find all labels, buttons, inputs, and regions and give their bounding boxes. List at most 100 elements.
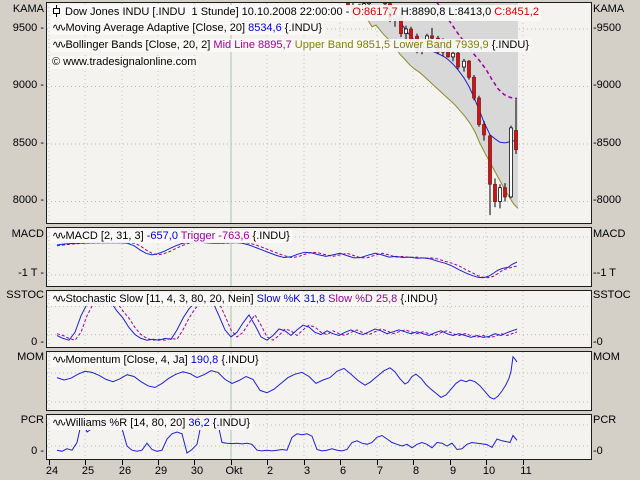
bollinger-header-row[interactable]: Bollinger Bands [Close, 20, 2] Mid Line … bbox=[50, 39, 531, 52]
date-label: 29 bbox=[154, 465, 168, 477]
date-tick bbox=[194, 460, 195, 465]
date-label: 30 bbox=[190, 465, 204, 477]
axis-label: PCR bbox=[593, 414, 617, 426]
ma-suffix: {.INDU} bbox=[281, 22, 323, 34]
macd-suffix: {.INDU} bbox=[249, 230, 290, 242]
date-label: 3 bbox=[303, 465, 311, 477]
date-tick bbox=[231, 460, 232, 465]
wave-icon bbox=[52, 293, 62, 306]
axis-label: PCR bbox=[20, 414, 44, 426]
wave-icon bbox=[52, 417, 62, 430]
date-label: 7 bbox=[376, 465, 384, 477]
date-label: 2 bbox=[266, 465, 274, 477]
date-tick bbox=[122, 460, 123, 465]
axis-label: 0 - bbox=[31, 336, 44, 348]
wave-icon bbox=[52, 354, 62, 367]
date-tick bbox=[85, 460, 86, 465]
pcr-plot bbox=[47, 415, 591, 459]
date-tick bbox=[158, 460, 159, 465]
axis-label: MOM bbox=[593, 351, 620, 363]
ma-value: 8534,6 bbox=[248, 22, 282, 34]
macd-label: MACD [2, 31, 3] bbox=[65, 230, 147, 242]
date-tick bbox=[523, 460, 524, 465]
date-tick bbox=[340, 460, 341, 465]
axis-label: -0 bbox=[593, 336, 603, 348]
date-tick bbox=[413, 460, 414, 465]
date-label: 25 bbox=[81, 465, 95, 477]
stochastic-header-row[interactable]: Stochastic Slow [11, 4, 3, 80, 20, Nein]… bbox=[50, 293, 440, 306]
date-label: 6 bbox=[339, 465, 347, 477]
macd-trigger-value: Trigger -763,6 bbox=[177, 230, 250, 242]
axis-label: 8000 - bbox=[12, 194, 44, 206]
date-tick bbox=[49, 460, 50, 465]
williams-r-suffix: {.INDU} bbox=[209, 417, 251, 429]
axis-label: 8500 - bbox=[12, 137, 44, 149]
wave-icon bbox=[52, 39, 62, 52]
high-low-values: H:8890,8 L:8413,0 bbox=[397, 6, 495, 18]
sstoc-plot bbox=[47, 291, 591, 347]
axis-label: 0 - bbox=[31, 445, 44, 457]
date-tick bbox=[450, 460, 451, 465]
momentum-header-row[interactable]: Momentum [Close, 4, Ja] 190,8 {.INDU} bbox=[50, 354, 261, 367]
close-value: C:8451,2 bbox=[494, 6, 539, 18]
right-axis-labels: KAMA -9500 -9000 -8500 -8000 MACD --1 T SSTOC -0… bbox=[593, 0, 640, 480]
axis-label: MACD bbox=[593, 228, 626, 240]
mom-plot bbox=[47, 352, 591, 410]
date-label: 11 bbox=[520, 465, 532, 477]
copyright-text: © www.tradesignalonline.com bbox=[52, 56, 197, 68]
macd-value: -657,0 bbox=[146, 230, 178, 242]
williams-r-value: 36,2 bbox=[188, 417, 210, 429]
macd-plot bbox=[47, 228, 591, 286]
date-tick bbox=[486, 460, 487, 465]
bb-label: Bollinger Bands [Close, 20, 2] bbox=[65, 39, 214, 51]
axis-label: SSTOC bbox=[593, 289, 631, 301]
axis-label: SSTOC bbox=[6, 289, 44, 301]
bb-mid-value: Mid Line 8895,7 bbox=[213, 39, 292, 51]
open-value: O:8617,7 bbox=[352, 6, 398, 18]
macd-header-row[interactable]: MACD [2, 31, 3] -657,0 Trigger -763,6 {.… bbox=[50, 230, 292, 243]
instrument-header-row[interactable]: Dow Jones INDU [.INDU 1 Stunde] 10.10.20… bbox=[50, 5, 541, 21]
axis-label: 9500 - bbox=[12, 22, 44, 34]
ma-adaptive-header-row[interactable]: Moving Average Adaptive [Close, 20] 8534… bbox=[50, 22, 325, 35]
slow-k-value: Slow %K 31,8 bbox=[256, 293, 326, 305]
stochastic-suffix: {.INDU} bbox=[397, 293, 438, 305]
date-label: Okt bbox=[225, 465, 243, 477]
date-tick bbox=[377, 460, 378, 465]
momentum-suffix: {.INDU} bbox=[218, 354, 259, 366]
momentum-value: 190,8 bbox=[190, 354, 219, 366]
axis-label: MOM bbox=[17, 351, 44, 363]
momentum-label: Momentum [Close, 4, Ja] bbox=[65, 354, 191, 366]
date-tick bbox=[267, 460, 268, 465]
williams-r-label: Williams %R [14, 80, 20] bbox=[65, 417, 189, 429]
axis-label: -0 bbox=[593, 445, 603, 457]
date-label: 10 bbox=[482, 465, 496, 477]
axis-label: --1 T bbox=[593, 267, 617, 279]
panel-kama-price bbox=[46, 2, 592, 224]
date-tick bbox=[304, 460, 305, 465]
axis-label: -9500 bbox=[593, 22, 622, 34]
stochastic-label: Stochastic Slow [11, 4, 3, 80, 20, Nein] bbox=[65, 293, 257, 305]
axis-label: -9000 bbox=[593, 79, 622, 91]
axis-label: KAMA bbox=[12, 3, 44, 15]
date-label: 9 bbox=[449, 465, 457, 477]
ma-label: Moving Average Adaptive [Close, 20] bbox=[65, 22, 249, 34]
date-label: 8 bbox=[412, 465, 420, 477]
date-label: 26 bbox=[118, 465, 132, 477]
axis-label: -8500 bbox=[593, 137, 622, 149]
axis-label: 9000 - bbox=[12, 79, 44, 91]
axis-label: -8000 bbox=[593, 194, 622, 206]
slow-d-value: Slow %D 25,8 bbox=[325, 293, 398, 305]
bb-suffix: {.INDU} bbox=[488, 39, 529, 51]
kama-plot bbox=[47, 3, 591, 223]
candlestick-icon bbox=[52, 5, 61, 21]
copyright-row: © www.tradesignalonline.com bbox=[50, 56, 199, 69]
williams-r-header-row[interactable]: Williams %R [14, 80, 20] 36,2 {.INDU} bbox=[50, 417, 253, 430]
wave-icon bbox=[52, 230, 62, 243]
bb-band-values: Upper Band 9851,5 Lower Band 7939,9 bbox=[291, 39, 489, 51]
instrument-title: Dow Jones INDU [.INDU 1 Stunde] 10.10.20… bbox=[65, 6, 353, 18]
axis-label: MACD bbox=[11, 228, 44, 240]
left-axis-labels: KAMA 9500 - 9000 - 8500 - 8000 - MACD -1 T - SS… bbox=[0, 0, 45, 480]
date-label: 24 bbox=[45, 465, 59, 477]
wave-icon bbox=[52, 22, 62, 35]
